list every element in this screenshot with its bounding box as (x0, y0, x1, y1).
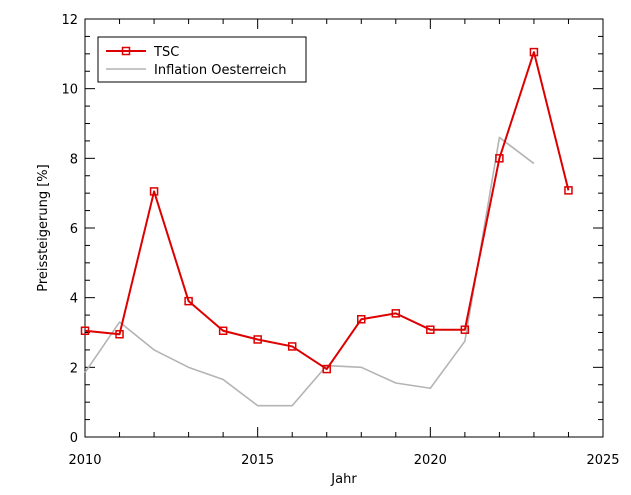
series-layer (80, 47, 573, 407)
legend-items: TSC Inflation Oesterreich (106, 45, 287, 78)
legend-label: TSC (153, 45, 179, 60)
data-point-marker (426, 325, 435, 334)
series-inflation (84, 136, 535, 407)
x-axis-label: Jahr (330, 472, 357, 487)
legend-entry: TSC (106, 45, 179, 60)
x-tick-label: 2010 (68, 453, 101, 468)
y-axis-label: Preissteigerung [%] (36, 164, 51, 292)
x-tick-label: 2015 (241, 453, 274, 468)
data-point-marker (218, 326, 228, 336)
legend-box (97, 36, 307, 83)
data-point-marker (357, 315, 366, 324)
data-point-marker (529, 47, 539, 57)
x-tick-label: 2020 (414, 453, 447, 468)
y-tick-label: 0 (70, 431, 78, 446)
y-tick-label: 4 (70, 292, 78, 307)
legend: TSC Inflation Oesterreich (97, 36, 307, 83)
legend-entry: Inflation Oesterreich (106, 63, 287, 78)
series-tsc (80, 47, 573, 374)
legend-swatch-marker (121, 46, 131, 56)
data-point-marker (253, 335, 262, 344)
axis-tick-labels: 2010 2015 2020 2025 0 2 4 6 8 10 12 (61, 13, 619, 468)
y-tick-label: 8 (70, 152, 78, 167)
y-tick-label: 10 (61, 83, 78, 98)
data-point-marker (149, 187, 159, 196)
axis-ticks (84, 18, 604, 438)
data-point-marker (115, 329, 124, 339)
data-point-marker (287, 342, 297, 351)
y-tick-label: 12 (61, 13, 78, 28)
x-tick-label: 2025 (586, 453, 619, 468)
data-point-marker (322, 364, 331, 374)
plot-area: 2010 2015 2020 2025 0 2 4 6 8 10 12 (61, 13, 619, 468)
series-line (84, 51, 570, 371)
data-point-marker (564, 186, 573, 195)
y-tick-label: 2 (70, 361, 78, 376)
data-point-marker (460, 325, 470, 334)
data-point-marker (80, 326, 90, 336)
series-line (84, 136, 535, 407)
data-point-marker (495, 154, 504, 163)
y-tick-label: 6 (70, 222, 78, 237)
legend-label: Inflation Oesterreich (154, 63, 287, 78)
data-point-marker (391, 309, 401, 318)
data-point-marker (184, 296, 193, 306)
